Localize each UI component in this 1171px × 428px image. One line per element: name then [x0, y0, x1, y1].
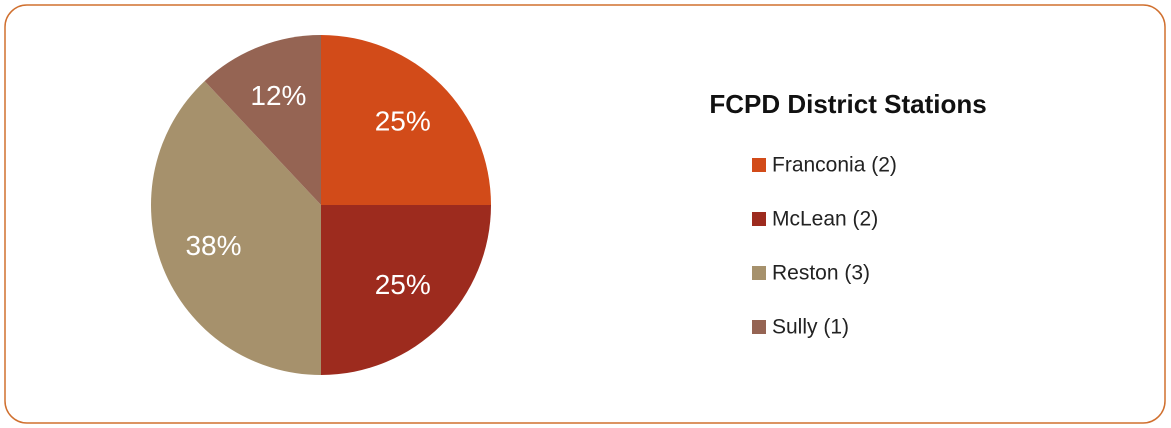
legend-label: McLean (2) — [772, 208, 878, 231]
data-label: 25% — [375, 106, 431, 137]
data-label: 25% — [375, 269, 431, 300]
legend-swatch — [752, 212, 766, 226]
pie-slice — [151, 81, 321, 376]
legend-label: Sully (1) — [772, 316, 849, 339]
pie-slice — [321, 205, 491, 375]
pie-slice — [204, 35, 321, 205]
data-label: 12% — [250, 80, 306, 111]
legend-swatch — [752, 266, 766, 280]
legend-label: Franconia (2) — [772, 154, 897, 177]
data-label: 38% — [185, 230, 241, 261]
legend-label: Reston (3) — [772, 262, 870, 285]
legend-swatch — [752, 158, 766, 172]
pie-slice — [321, 35, 491, 205]
chart-title: FCPD District Stations — [709, 89, 986, 119]
legend-swatch — [752, 320, 766, 334]
